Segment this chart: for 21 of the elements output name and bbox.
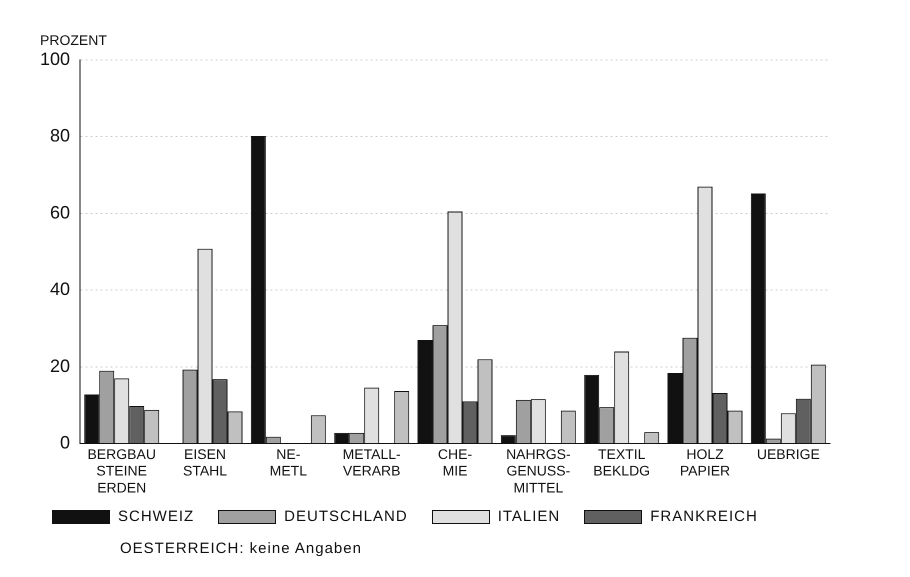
x-tick-label: BERGBAU STEINE ERDEN: [87, 446, 156, 496]
y-tick-label: 20: [50, 356, 70, 376]
x-tick-label: TEXTIL BEKLDG: [593, 446, 650, 479]
legend-label: ITALIEN: [498, 508, 560, 525]
y-tick-label: 40: [50, 279, 70, 300]
y-tick-label: 80: [50, 126, 70, 146]
y-tick-label: 0: [60, 432, 70, 453]
x-tick-label: CHE- MIE: [438, 446, 472, 479]
y-axis-title: PROZENT: [40, 32, 108, 48]
legend-label: SCHWEIZ: [118, 508, 194, 525]
x-tick-label: UEBRIGE: [756, 446, 820, 462]
legend-label: DEUTSCHLAND: [284, 508, 408, 525]
x-tick-label: NAHRGS- GENUSS- MITTEL: [506, 446, 571, 496]
x-tick-label: HOLZ PAPIER: [680, 446, 730, 479]
x-tick-label: EISEN STAHL: [182, 446, 228, 479]
x-tick-label: METALL- VERARB: [342, 446, 402, 479]
y-tick-label: 100: [40, 48, 70, 69]
y-tick-label: 60: [50, 202, 70, 222]
legend-label: FRANKREICH: [650, 508, 758, 525]
text: OESTERREICH: keine Angaben: [120, 540, 362, 557]
x-tick-label: NE- METL: [270, 446, 308, 479]
